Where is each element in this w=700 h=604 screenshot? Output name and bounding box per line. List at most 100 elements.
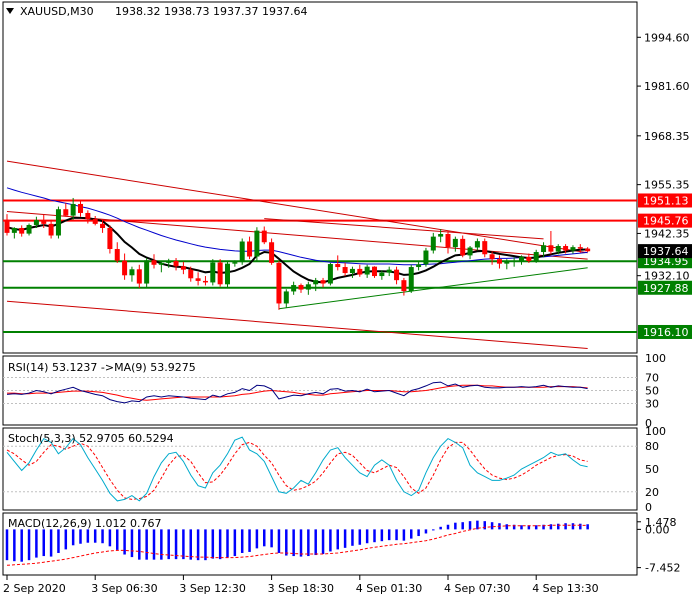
rsi-line: [6, 381, 588, 404]
candle-body: [577, 247, 583, 249]
candle-body: [438, 233, 444, 237]
stoch-d-line: [6, 441, 588, 500]
time-tick-label: 4 Sep 13:30: [532, 582, 598, 595]
candle-body: [474, 241, 480, 248]
candle-body: [136, 269, 142, 284]
stoch-tick-label: 0: [645, 501, 652, 514]
candle-body: [188, 269, 194, 279]
candle-body: [313, 280, 319, 285]
candle-body: [129, 269, 135, 276]
candle-body: [180, 266, 186, 270]
candle-body: [100, 223, 106, 228]
symbol-dropdown-icon[interactable]: [6, 8, 14, 14]
candle-body: [548, 245, 554, 252]
stoch-tick-label: 50: [645, 463, 659, 476]
time-tick-label: 2 Sep 2020: [3, 582, 66, 595]
candle-body: [430, 236, 436, 251]
trendline: [264, 218, 544, 240]
candle-body: [195, 278, 201, 281]
level-price-label: 1916.10: [643, 326, 689, 339]
candle-body: [254, 230, 260, 257]
level-price-label: 1951.13: [643, 194, 689, 207]
level-price-tag: [638, 280, 692, 295]
candle-body: [26, 224, 32, 234]
candle-body: [78, 203, 83, 213]
rsi-tick-label: 0: [645, 417, 652, 430]
candle-body: [364, 266, 370, 275]
candle-body: [144, 260, 150, 284]
candle-body: [533, 252, 539, 262]
stoch-k-line: [6, 436, 588, 502]
candle-body: [114, 249, 120, 261]
price-tick-label: 1942.35: [644, 227, 690, 240]
horizontal-levels: [3, 199, 637, 333]
rsi-tick-label: 100: [645, 352, 666, 365]
candle-body: [55, 209, 61, 236]
candle-body: [541, 245, 547, 253]
price-tick-label: 1981.60: [644, 80, 690, 93]
candle-body: [151, 260, 157, 265]
price-tick-label: 1994.60: [644, 31, 690, 44]
time-tick-label: 3 Sep 12:30: [179, 582, 245, 595]
candle-body: [41, 220, 47, 224]
stochastic-indicator: 100 80 50 20 0: [3, 425, 666, 514]
candle-body: [372, 266, 377, 277]
candle-body: [482, 241, 488, 255]
candle-body: [70, 203, 76, 216]
candle-body: [357, 268, 363, 275]
candle-body: [496, 259, 502, 264]
rsi-tick-label: 50: [645, 385, 659, 398]
level-price-label: 1934.95: [643, 255, 689, 268]
time-tick-label: 3 Sep 18:30: [268, 582, 334, 595]
stoch-label: Stoch(5,3,3) 52.9705 60.5294: [8, 432, 174, 445]
price-tick-label: 1955.35: [644, 179, 690, 192]
candle-body: [585, 248, 591, 252]
candle-body: [423, 250, 429, 265]
candle-body: [11, 227, 17, 233]
trendlines: [6, 160, 588, 349]
candle-body: [416, 264, 422, 268]
candle-body: [349, 268, 355, 274]
candle-body: [467, 247, 473, 256]
ma-fast-line: [6, 216, 588, 284]
time-tick-label: 4 Sep 07:30: [444, 582, 510, 595]
candle-body: [33, 220, 39, 225]
candle-body: [563, 246, 569, 251]
candle-body: [320, 280, 326, 284]
candle-body: [92, 218, 98, 224]
symbol-timeframe: XAUUSD,M30: [20, 5, 94, 18]
candle-body: [394, 269, 400, 281]
candle-body: [166, 261, 172, 263]
candle-body: [291, 285, 297, 292]
macd-tick-label: -7.452: [645, 562, 680, 575]
candlesticks: [4, 197, 591, 310]
macd-label: MACD(12,26,9) 1.012 0.767: [8, 517, 162, 530]
price-axis: 1994.60 1981.60 1968.35 1955.35 1942.35 1932.…: [637, 31, 692, 339]
candle-body: [158, 262, 164, 265]
candle-body: [452, 238, 458, 248]
level-price-label: 1945.76: [643, 215, 689, 228]
candle-body: [122, 260, 128, 276]
candle-body: [298, 285, 304, 290]
candle-body: [570, 247, 576, 251]
rsi-label: RSI(14) 53.1237 ->MA(9) 53.9275: [8, 361, 196, 374]
stoch-tick-label: 80: [645, 440, 659, 453]
candle-body: [232, 262, 238, 264]
candle-body: [261, 230, 267, 243]
main-pane-frame: [2, 1, 638, 354]
time-tick-label: 3 Sep 06:30: [91, 582, 157, 595]
candle-body: [555, 246, 561, 252]
macd-tick-label: 0.00: [645, 523, 670, 536]
candle-body: [173, 261, 179, 267]
candle-body: [4, 219, 10, 233]
candle-body: [247, 241, 253, 257]
candle-body: [504, 261, 510, 264]
candle-body: [327, 264, 333, 284]
candle-body: [379, 272, 385, 277]
candle-body: [511, 260, 517, 262]
ohlc-readout: 1938.32 1938.73 1937.37 1937.64: [115, 5, 307, 18]
candle-body: [239, 241, 245, 263]
